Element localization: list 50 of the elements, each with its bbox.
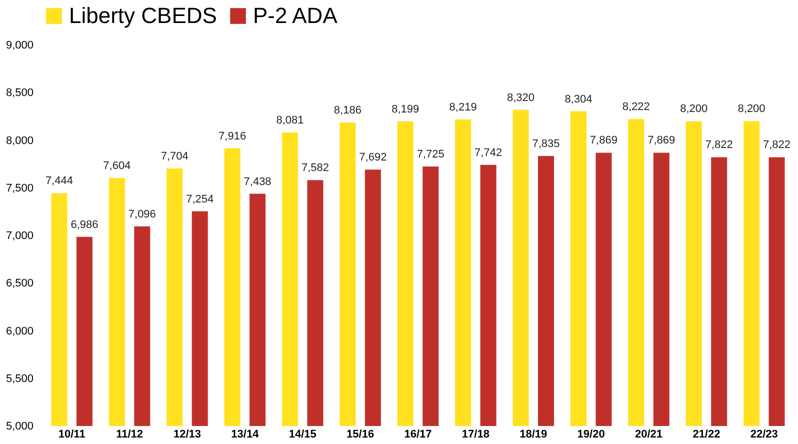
- data-label: 7,869: [648, 134, 676, 147]
- x-tick-label: 21/22: [692, 428, 720, 440]
- y-tick-label: 8,000: [6, 134, 34, 147]
- x-tick-label: 18/19: [520, 428, 548, 440]
- data-label: 7,604: [103, 160, 131, 172]
- x-tick-label: 19/20: [577, 428, 605, 440]
- x-tick-label: 10/11: [58, 428, 86, 440]
- data-label: 7,822: [763, 139, 791, 152]
- x-tick-label: 12/13: [173, 428, 201, 440]
- x-tick-label: 16/17: [404, 428, 432, 440]
- y-tick-label: 9,000: [6, 40, 34, 52]
- data-label: 7,835: [532, 138, 560, 150]
- x-tick-label: 11/12: [116, 428, 143, 440]
- data-label: 7,822: [705, 139, 733, 152]
- x-tick-label: 15/16: [346, 428, 374, 440]
- data-label: 7,096: [128, 208, 156, 220]
- data-label: 7,582: [301, 162, 329, 174]
- data-label: 8,200: [738, 103, 766, 116]
- legend-label: P-2 ADA: [253, 3, 338, 28]
- legend-label: Liberty CBEDS: [69, 3, 217, 28]
- data-label: 7,444: [45, 175, 73, 188]
- x-tick-label: 14/15: [288, 428, 316, 440]
- data-label: 7,742: [474, 146, 502, 159]
- y-tick-label: 5,000: [6, 420, 34, 432]
- data-label: 7,725: [416, 148, 444, 160]
- data-label: 6,986: [70, 218, 98, 231]
- data-label: 8,186: [334, 104, 362, 117]
- data-label: 7,692: [359, 152, 387, 164]
- y-tick-label: 6,000: [6, 325, 34, 338]
- data-label: 7,869: [590, 134, 618, 147]
- data-label: 7,916: [218, 130, 246, 142]
- data-label: 8,219: [449, 101, 477, 114]
- y-tick-label: 6,500: [6, 278, 34, 290]
- y-tick-label: 8,500: [6, 87, 34, 100]
- x-tick-label: 17/18: [462, 428, 490, 440]
- data-label: 8,200: [680, 103, 708, 116]
- y-tick-label: 5,500: [6, 372, 34, 385]
- data-label: 8,222: [622, 101, 650, 114]
- data-label: 7,438: [244, 176, 272, 188]
- data-label: 7,254: [186, 193, 214, 206]
- x-tick-label: 13/14: [231, 428, 260, 440]
- y-tick-label: 7,000: [6, 230, 34, 242]
- data-label: 7,704: [160, 150, 188, 162]
- data-label: 8,320: [507, 92, 535, 104]
- y-tick-label: 7,500: [6, 182, 34, 194]
- x-tick-label: 20/21: [635, 428, 663, 440]
- data-label: 8,081: [276, 114, 304, 127]
- data-label: 8,199: [392, 103, 420, 116]
- data-label: 8,304: [564, 93, 592, 106]
- x-tick-label: 22/23: [750, 428, 778, 440]
